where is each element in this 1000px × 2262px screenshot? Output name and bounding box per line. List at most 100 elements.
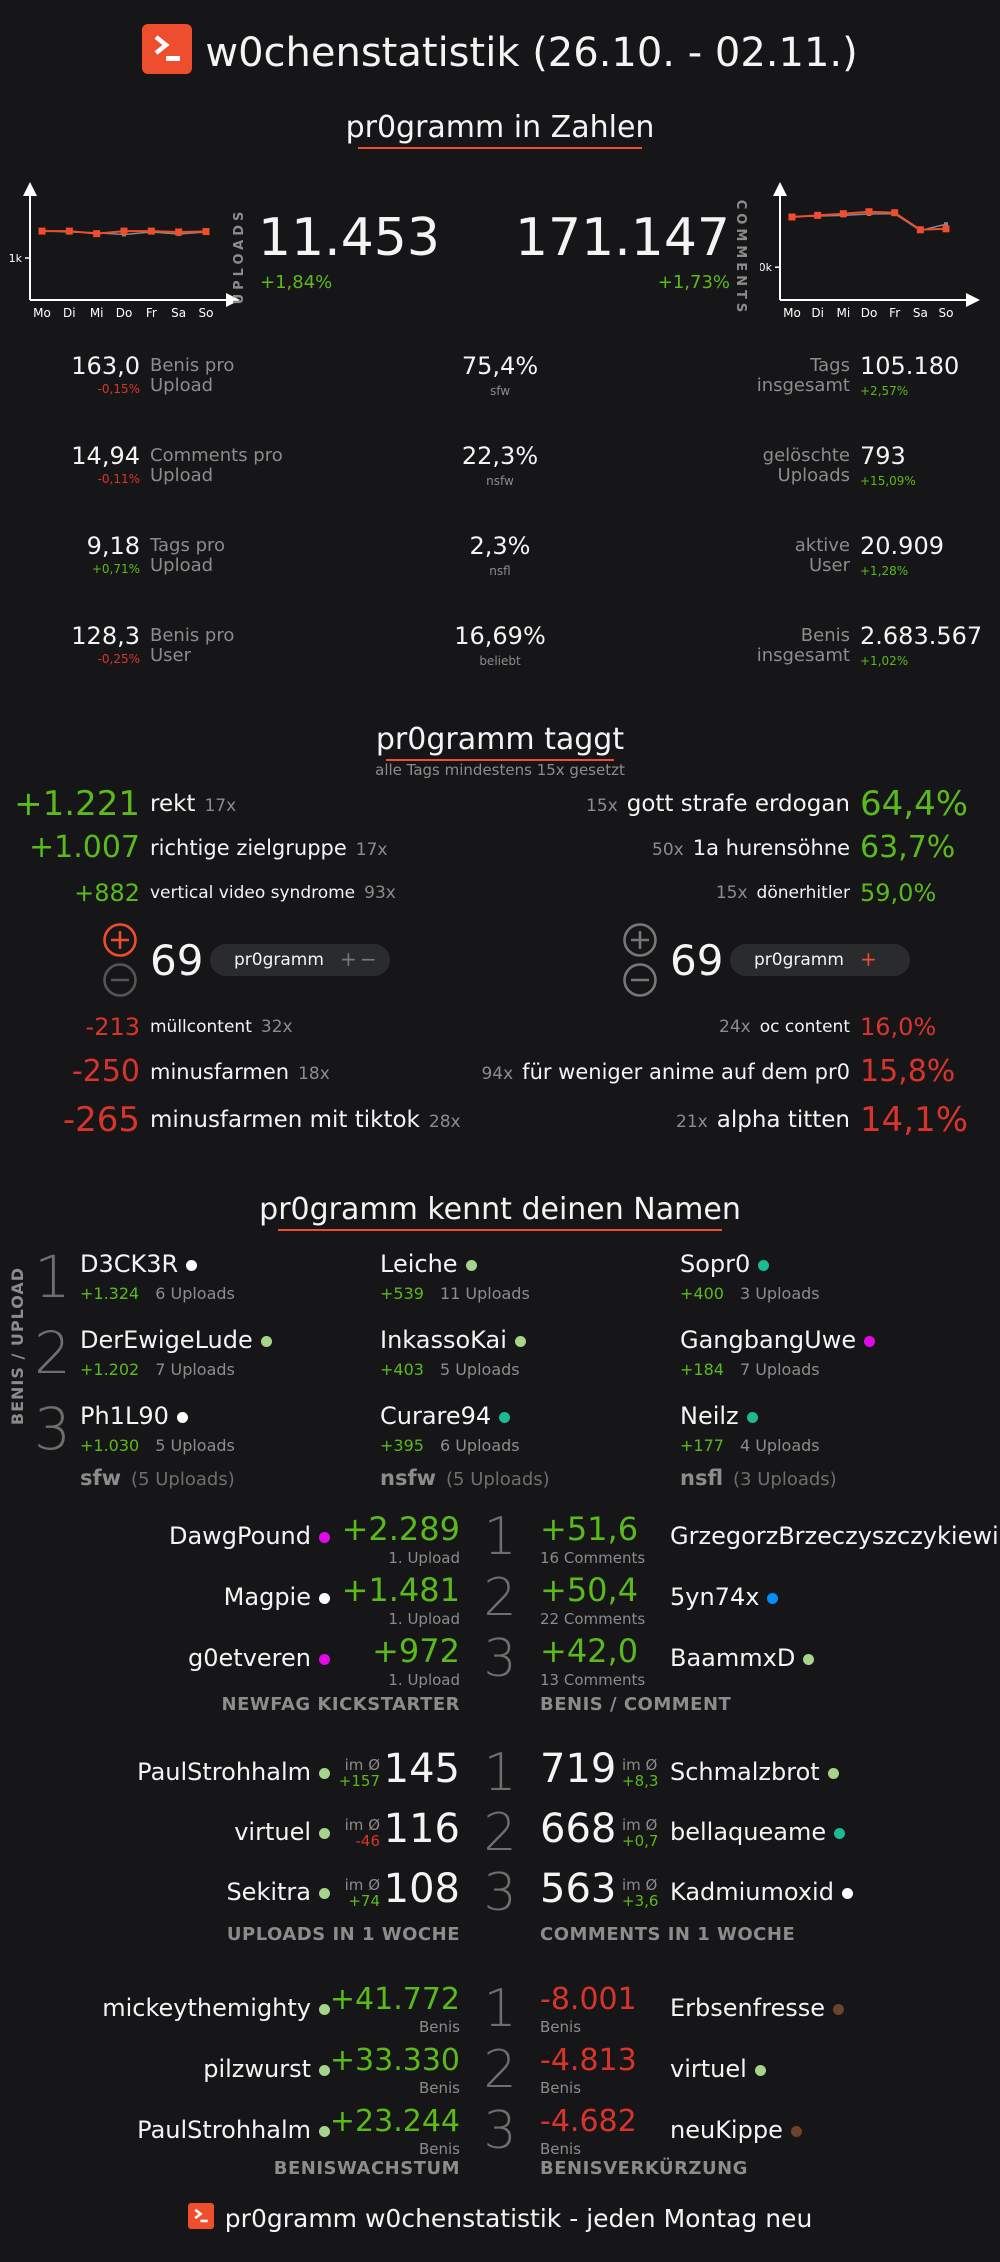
user-entry[interactable]: Kadmiumoxid xyxy=(670,1878,853,1906)
avg-value: +157 xyxy=(338,1772,380,1790)
user-entry[interactable]: GangbangUwe xyxy=(680,1326,876,1354)
avg-value: +0,7 xyxy=(622,1832,659,1850)
user-entry[interactable]: Curare94 xyxy=(380,1402,511,1430)
user-entry[interactable]: Magpie xyxy=(40,1583,330,1611)
benis-value: +23.244 xyxy=(329,2104,460,2139)
downvote-button[interactable] xyxy=(622,962,658,998)
user-entry[interactable]: Leiche xyxy=(380,1250,477,1278)
user-stats: +403 5 Uploads xyxy=(380,1360,520,1379)
tag-entry[interactable]: müllcontent 32x xyxy=(150,1012,293,1042)
user-entry[interactable]: virtuel xyxy=(40,1818,330,1846)
username: mickeythemighty xyxy=(102,1994,311,2022)
category-name: nsfw xyxy=(380,1466,436,1490)
tag-entry[interactable]: 50x 1a hurensöhne xyxy=(420,830,850,866)
tag-name: minusfarmen mit tiktok xyxy=(150,1107,420,1133)
user-entry[interactable]: DerEwigeLude xyxy=(80,1326,272,1354)
tag-pill[interactable]: pr0gramm + − xyxy=(210,944,390,976)
tag-entry[interactable]: 24x oc content xyxy=(420,1012,850,1042)
user-entry[interactable]: Ph1L90 xyxy=(80,1402,188,1430)
tag-count: 15x xyxy=(715,883,748,903)
tag-pill[interactable]: pr0gramm + xyxy=(730,944,910,976)
user-entry[interactable]: DawgPound xyxy=(40,1522,330,1550)
username: PaulStrohhalm xyxy=(137,2116,311,2144)
data-point xyxy=(147,227,155,235)
data-point xyxy=(916,226,924,234)
x-tick-label: Di xyxy=(63,306,76,320)
tag-upvote-button[interactable]: + xyxy=(860,947,877,971)
user-uploads: 7 Uploads xyxy=(155,1360,235,1379)
tag-count: 93x xyxy=(364,883,396,903)
data-point xyxy=(814,211,822,219)
avg-label: im Ø xyxy=(344,1876,380,1894)
rank-number: 3 xyxy=(483,1863,517,1923)
upvote-button[interactable] xyxy=(622,922,658,958)
data-point xyxy=(93,230,101,238)
user-uploads: 6 Uploads xyxy=(155,1284,235,1303)
user-entry[interactable]: mickeythemighty xyxy=(40,1994,330,2022)
user-entry[interactable]: Erbsenfresse xyxy=(670,1994,845,2022)
tag-entry[interactable]: richtige zielgruppe 17x xyxy=(150,830,388,866)
user-entry[interactable]: virtuel xyxy=(670,2055,766,2083)
user-uploads: 4 Uploads xyxy=(739,1436,820,1455)
tag-entry[interactable]: vertical video syndrome 93x xyxy=(150,878,396,908)
tag-percent: 16,0% xyxy=(860,1013,937,1041)
tag-entry[interactable]: 94x für weniger anime auf dem pr0 xyxy=(420,1054,850,1090)
user-entry[interactable]: Schmalzbrot xyxy=(670,1758,839,1786)
user-entry[interactable]: PaulStrohhalm xyxy=(40,2116,330,2144)
tag-count: 28x xyxy=(428,1112,461,1132)
count-value: 563 xyxy=(540,1866,617,1912)
upvote-button[interactable] xyxy=(102,922,138,958)
user-entry[interactable]: BaammxD xyxy=(670,1644,815,1672)
stat-label: Benis pro xyxy=(150,355,235,376)
data-point xyxy=(202,228,210,236)
tag-name: rekt xyxy=(150,791,196,817)
tag-upvote-button[interactable]: + xyxy=(340,947,357,971)
user-entry[interactable]: Sopr0 xyxy=(680,1250,770,1278)
user-entry[interactable]: bellaqueame xyxy=(670,1818,846,1846)
tag-entry[interactable]: minusfarmen mit tiktok 28x xyxy=(150,1100,461,1140)
category-footer: nsfw (5 Uploads) xyxy=(380,1466,550,1490)
user-entry[interactable]: Neilz xyxy=(680,1402,758,1430)
tag-entry[interactable]: 15x dönerhitler xyxy=(420,878,850,908)
tag-entry[interactable]: 15x gott strafe erdogan xyxy=(420,784,850,824)
tag-downvote-button[interactable]: − xyxy=(360,947,377,971)
user-rank-dot xyxy=(767,1592,779,1604)
user-entry[interactable]: D3CK3R xyxy=(80,1250,198,1278)
user-entry[interactable]: PaulStrohhalm xyxy=(40,1758,330,1786)
username: pilzwurst xyxy=(203,2055,311,2083)
user-benis: +1.324 xyxy=(80,1284,140,1303)
user-entry[interactable]: neuKippe xyxy=(670,2116,802,2144)
benis-value: -4.813 xyxy=(540,2043,637,2078)
user-entry[interactable]: pilzwurst xyxy=(40,2055,330,2083)
tag-percent: 64,4% xyxy=(860,784,969,824)
stat-label: Upload xyxy=(150,465,214,486)
benis-sub: Benis xyxy=(418,2079,460,2097)
user-benis: +1.202 xyxy=(80,1360,140,1379)
tag-entry[interactable]: 21x alpha titten xyxy=(420,1100,850,1140)
benis-value: +972 xyxy=(372,1632,460,1670)
user-rank-dot xyxy=(841,1887,853,1899)
stat-change: -0,11% xyxy=(97,472,140,486)
data-point xyxy=(839,210,847,218)
tag-entry[interactable]: minusfarmen 18x xyxy=(150,1054,330,1090)
pr0gramm-logo-icon xyxy=(187,2202,214,2229)
count-value: 108 xyxy=(383,1866,460,1912)
stat-change: +15,09% xyxy=(860,474,916,488)
tag-count: 94x xyxy=(481,1064,514,1084)
avg-label: im Ø xyxy=(622,1756,658,1774)
tag-pill-label: pr0gramm xyxy=(754,950,844,970)
user-entry[interactable]: g0etveren xyxy=(40,1644,330,1672)
user-entry[interactable]: Sekitra xyxy=(40,1878,330,1906)
x-tick-label: So xyxy=(199,306,214,320)
downvote-button[interactable] xyxy=(102,962,138,998)
avg-value: +3,6 xyxy=(622,1892,659,1910)
section-taggt-heading: pr0gramm taggt xyxy=(375,722,625,757)
benis-value: -4.682 xyxy=(540,2104,637,2139)
tag-percent: 15,8% xyxy=(860,1054,956,1089)
tag-name: minusfarmen xyxy=(150,1060,290,1084)
tag-entry[interactable]: rekt 17x xyxy=(150,784,236,824)
username: g0etveren xyxy=(188,1644,311,1672)
user-entry[interactable]: GrzegorzBrzeczyszczykiewicz xyxy=(670,1522,1000,1550)
user-entry[interactable]: 5yn74x xyxy=(670,1583,779,1611)
user-entry[interactable]: InkassoKai xyxy=(380,1326,526,1354)
